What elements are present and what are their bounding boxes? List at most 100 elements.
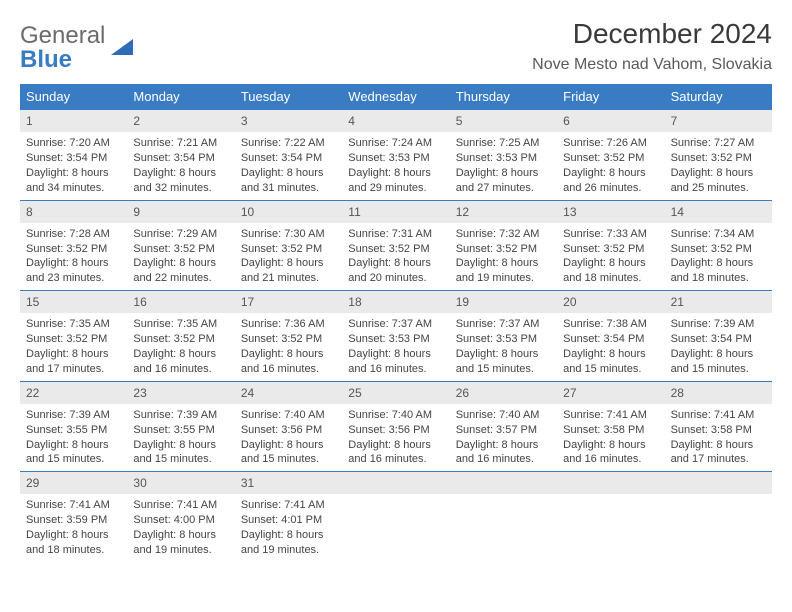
daylight-line1: Daylight: 8 hours	[671, 256, 766, 271]
day-cell: 29Sunrise: 7:41 AMSunset: 3:59 PMDayligh…	[20, 472, 127, 562]
week-row: 29Sunrise: 7:41 AMSunset: 3:59 PMDayligh…	[20, 471, 772, 562]
daylight-line2: and 19 minutes.	[133, 543, 228, 558]
daylight-line1: Daylight: 8 hours	[456, 347, 551, 362]
day-number: 14	[665, 201, 772, 223]
sunset-text: Sunset: 3:52 PM	[26, 332, 121, 347]
day-body: Sunrise: 7:24 AMSunset: 3:53 PMDaylight:…	[342, 132, 449, 199]
day-number: 24	[235, 382, 342, 404]
sunrise-text: Sunrise: 7:41 AM	[26, 498, 121, 513]
day-number	[557, 472, 664, 494]
daylight-line1: Daylight: 8 hours	[241, 256, 336, 271]
day-cell	[342, 472, 449, 562]
daylight-line2: and 18 minutes.	[671, 271, 766, 286]
day-cell	[557, 472, 664, 562]
day-cell: 13Sunrise: 7:33 AMSunset: 3:52 PMDayligh…	[557, 201, 664, 291]
day-cell: 31Sunrise: 7:41 AMSunset: 4:01 PMDayligh…	[235, 472, 342, 562]
sunrise-text: Sunrise: 7:35 AM	[133, 317, 228, 332]
daylight-line1: Daylight: 8 hours	[563, 166, 658, 181]
sunset-text: Sunset: 3:56 PM	[241, 423, 336, 438]
daylight-line1: Daylight: 8 hours	[671, 166, 766, 181]
day-number: 11	[342, 201, 449, 223]
daylight-line2: and 17 minutes.	[671, 452, 766, 467]
daylight-line1: Daylight: 8 hours	[133, 438, 228, 453]
daylight-line1: Daylight: 8 hours	[348, 438, 443, 453]
daylight-line1: Daylight: 8 hours	[241, 438, 336, 453]
sunset-text: Sunset: 3:55 PM	[26, 423, 121, 438]
day-number: 27	[557, 382, 664, 404]
day-cell: 14Sunrise: 7:34 AMSunset: 3:52 PMDayligh…	[665, 201, 772, 291]
day-number: 9	[127, 201, 234, 223]
day-body: Sunrise: 7:21 AMSunset: 3:54 PMDaylight:…	[127, 132, 234, 199]
day-cell: 23Sunrise: 7:39 AMSunset: 3:55 PMDayligh…	[127, 382, 234, 472]
day-cell: 27Sunrise: 7:41 AMSunset: 3:58 PMDayligh…	[557, 382, 664, 472]
sunrise-text: Sunrise: 7:41 AM	[133, 498, 228, 513]
day-number: 3	[235, 110, 342, 132]
day-number: 20	[557, 291, 664, 313]
sunset-text: Sunset: 3:52 PM	[133, 332, 228, 347]
day-number: 8	[20, 201, 127, 223]
day-body	[557, 494, 664, 550]
day-cell: 20Sunrise: 7:38 AMSunset: 3:54 PMDayligh…	[557, 291, 664, 381]
sunrise-text: Sunrise: 7:29 AM	[133, 227, 228, 242]
sunset-text: Sunset: 3:53 PM	[456, 332, 551, 347]
daylight-line2: and 27 minutes.	[456, 181, 551, 196]
day-body: Sunrise: 7:20 AMSunset: 3:54 PMDaylight:…	[20, 132, 127, 199]
weeks-container: 1Sunrise: 7:20 AMSunset: 3:54 PMDaylight…	[20, 109, 772, 562]
location-label: Nove Mesto nad Vahom, Slovakia	[532, 56, 772, 74]
daylight-line1: Daylight: 8 hours	[456, 166, 551, 181]
daylight-line2: and 15 minutes.	[133, 452, 228, 467]
sunrise-text: Sunrise: 7:31 AM	[348, 227, 443, 242]
sunset-text: Sunset: 3:52 PM	[671, 242, 766, 257]
daylight-line2: and 17 minutes.	[26, 362, 121, 377]
daylight-line2: and 32 minutes.	[133, 181, 228, 196]
sunrise-text: Sunrise: 7:40 AM	[241, 408, 336, 423]
sunset-text: Sunset: 3:52 PM	[133, 242, 228, 257]
sunset-text: Sunset: 3:52 PM	[241, 332, 336, 347]
sunrise-text: Sunrise: 7:36 AM	[241, 317, 336, 332]
daylight-line2: and 31 minutes.	[241, 181, 336, 196]
day-cell	[450, 472, 557, 562]
logo: General Blue	[20, 24, 135, 72]
day-cell: 19Sunrise: 7:37 AMSunset: 3:53 PMDayligh…	[450, 291, 557, 381]
sunset-text: Sunset: 3:52 PM	[348, 242, 443, 257]
sunrise-text: Sunrise: 7:41 AM	[671, 408, 766, 423]
day-cell: 8Sunrise: 7:28 AMSunset: 3:52 PMDaylight…	[20, 201, 127, 291]
dow-monday: Monday	[127, 84, 234, 109]
daylight-line1: Daylight: 8 hours	[671, 347, 766, 362]
daylight-line2: and 16 minutes.	[348, 452, 443, 467]
daylight-line1: Daylight: 8 hours	[26, 528, 121, 543]
sunrise-text: Sunrise: 7:20 AM	[26, 136, 121, 151]
day-body: Sunrise: 7:35 AMSunset: 3:52 PMDaylight:…	[20, 313, 127, 380]
day-number: 19	[450, 291, 557, 313]
daylight-line2: and 18 minutes.	[26, 543, 121, 558]
daylight-line2: and 16 minutes.	[348, 362, 443, 377]
day-body: Sunrise: 7:36 AMSunset: 3:52 PMDaylight:…	[235, 313, 342, 380]
daylight-line2: and 19 minutes.	[241, 543, 336, 558]
logo-word-top: General	[20, 24, 105, 48]
day-cell: 18Sunrise: 7:37 AMSunset: 3:53 PMDayligh…	[342, 291, 449, 381]
daylight-line1: Daylight: 8 hours	[348, 347, 443, 362]
day-cell: 3Sunrise: 7:22 AMSunset: 3:54 PMDaylight…	[235, 110, 342, 200]
sunset-text: Sunset: 3:53 PM	[348, 151, 443, 166]
logo-word-bottom: Blue	[20, 48, 105, 72]
day-body: Sunrise: 7:22 AMSunset: 3:54 PMDaylight:…	[235, 132, 342, 199]
daylight-line2: and 26 minutes.	[563, 181, 658, 196]
day-cell: 12Sunrise: 7:32 AMSunset: 3:52 PMDayligh…	[450, 201, 557, 291]
sunset-text: Sunset: 3:52 PM	[26, 242, 121, 257]
day-body: Sunrise: 7:41 AMSunset: 4:00 PMDaylight:…	[127, 494, 234, 561]
daylight-line1: Daylight: 8 hours	[563, 438, 658, 453]
day-body: Sunrise: 7:40 AMSunset: 3:56 PMDaylight:…	[342, 404, 449, 471]
sunset-text: Sunset: 3:52 PM	[563, 242, 658, 257]
day-body: Sunrise: 7:25 AMSunset: 3:53 PMDaylight:…	[450, 132, 557, 199]
page-header: General Blue December 2024 Nove Mesto na…	[20, 18, 772, 74]
day-body	[342, 494, 449, 550]
day-body: Sunrise: 7:41 AMSunset: 3:58 PMDaylight:…	[665, 404, 772, 471]
day-body	[450, 494, 557, 550]
sunrise-text: Sunrise: 7:38 AM	[563, 317, 658, 332]
sunrise-text: Sunrise: 7:21 AM	[133, 136, 228, 151]
week-row: 15Sunrise: 7:35 AMSunset: 3:52 PMDayligh…	[20, 290, 772, 381]
sunset-text: Sunset: 3:52 PM	[456, 242, 551, 257]
calendar-grid: Sunday Monday Tuesday Wednesday Thursday…	[20, 84, 772, 562]
day-body: Sunrise: 7:27 AMSunset: 3:52 PMDaylight:…	[665, 132, 772, 199]
day-number: 26	[450, 382, 557, 404]
